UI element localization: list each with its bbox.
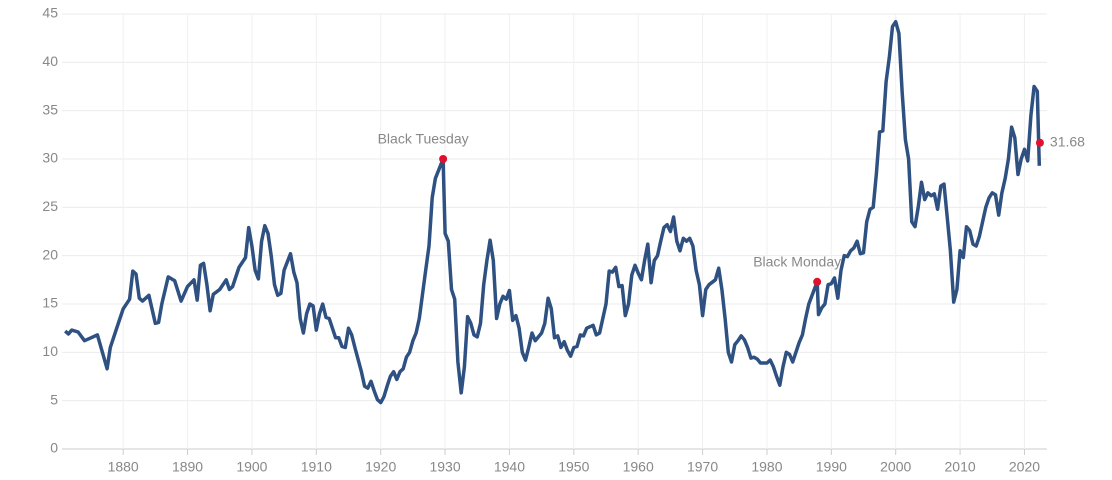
y-tick-label: 15 (42, 295, 58, 311)
annotation-point (813, 277, 822, 286)
x-tick-label: 1900 (236, 459, 267, 475)
y-tick-label: 45 (42, 5, 58, 21)
x-tick-label: 1950 (558, 459, 589, 475)
x-tick-label: 2010 (945, 459, 976, 475)
annotation-point (1035, 138, 1044, 147)
x-tick-label: 1960 (623, 459, 654, 475)
x-tick-label: 2000 (880, 459, 911, 475)
y-tick-label: 25 (42, 198, 58, 214)
y-tick-label: 35 (42, 101, 58, 117)
annotation-point (439, 155, 448, 163)
y-tick-label: 10 (42, 343, 58, 359)
x-tick-label: 1940 (494, 459, 525, 475)
y-tick-label: 30 (42, 150, 58, 166)
y-tick-label: 0 (50, 440, 58, 456)
x-tick-label: 1930 (429, 459, 460, 475)
line (64, 19, 1042, 405)
x-tick-label: 1890 (172, 459, 203, 475)
annotation-label: Black Monday (753, 253, 841, 269)
x-tick-label: 2020 (1009, 459, 1040, 475)
y-tick-label: 5 (50, 391, 58, 407)
x-tick-label: 1980 (751, 459, 782, 475)
x-tick-label: 1880 (108, 459, 139, 475)
x-tick-label: 1970 (687, 459, 718, 475)
x-tick-label: 1910 (301, 459, 332, 475)
x-tick-label: 1990 (816, 459, 847, 475)
x-tick-label: 1920 (365, 459, 396, 475)
annotation-label: 31.68 (1050, 133, 1085, 149)
annotation-label: Black Tuesday (378, 131, 469, 147)
y-tick-label: 20 (42, 246, 58, 262)
y-tick-label: 40 (42, 53, 58, 69)
